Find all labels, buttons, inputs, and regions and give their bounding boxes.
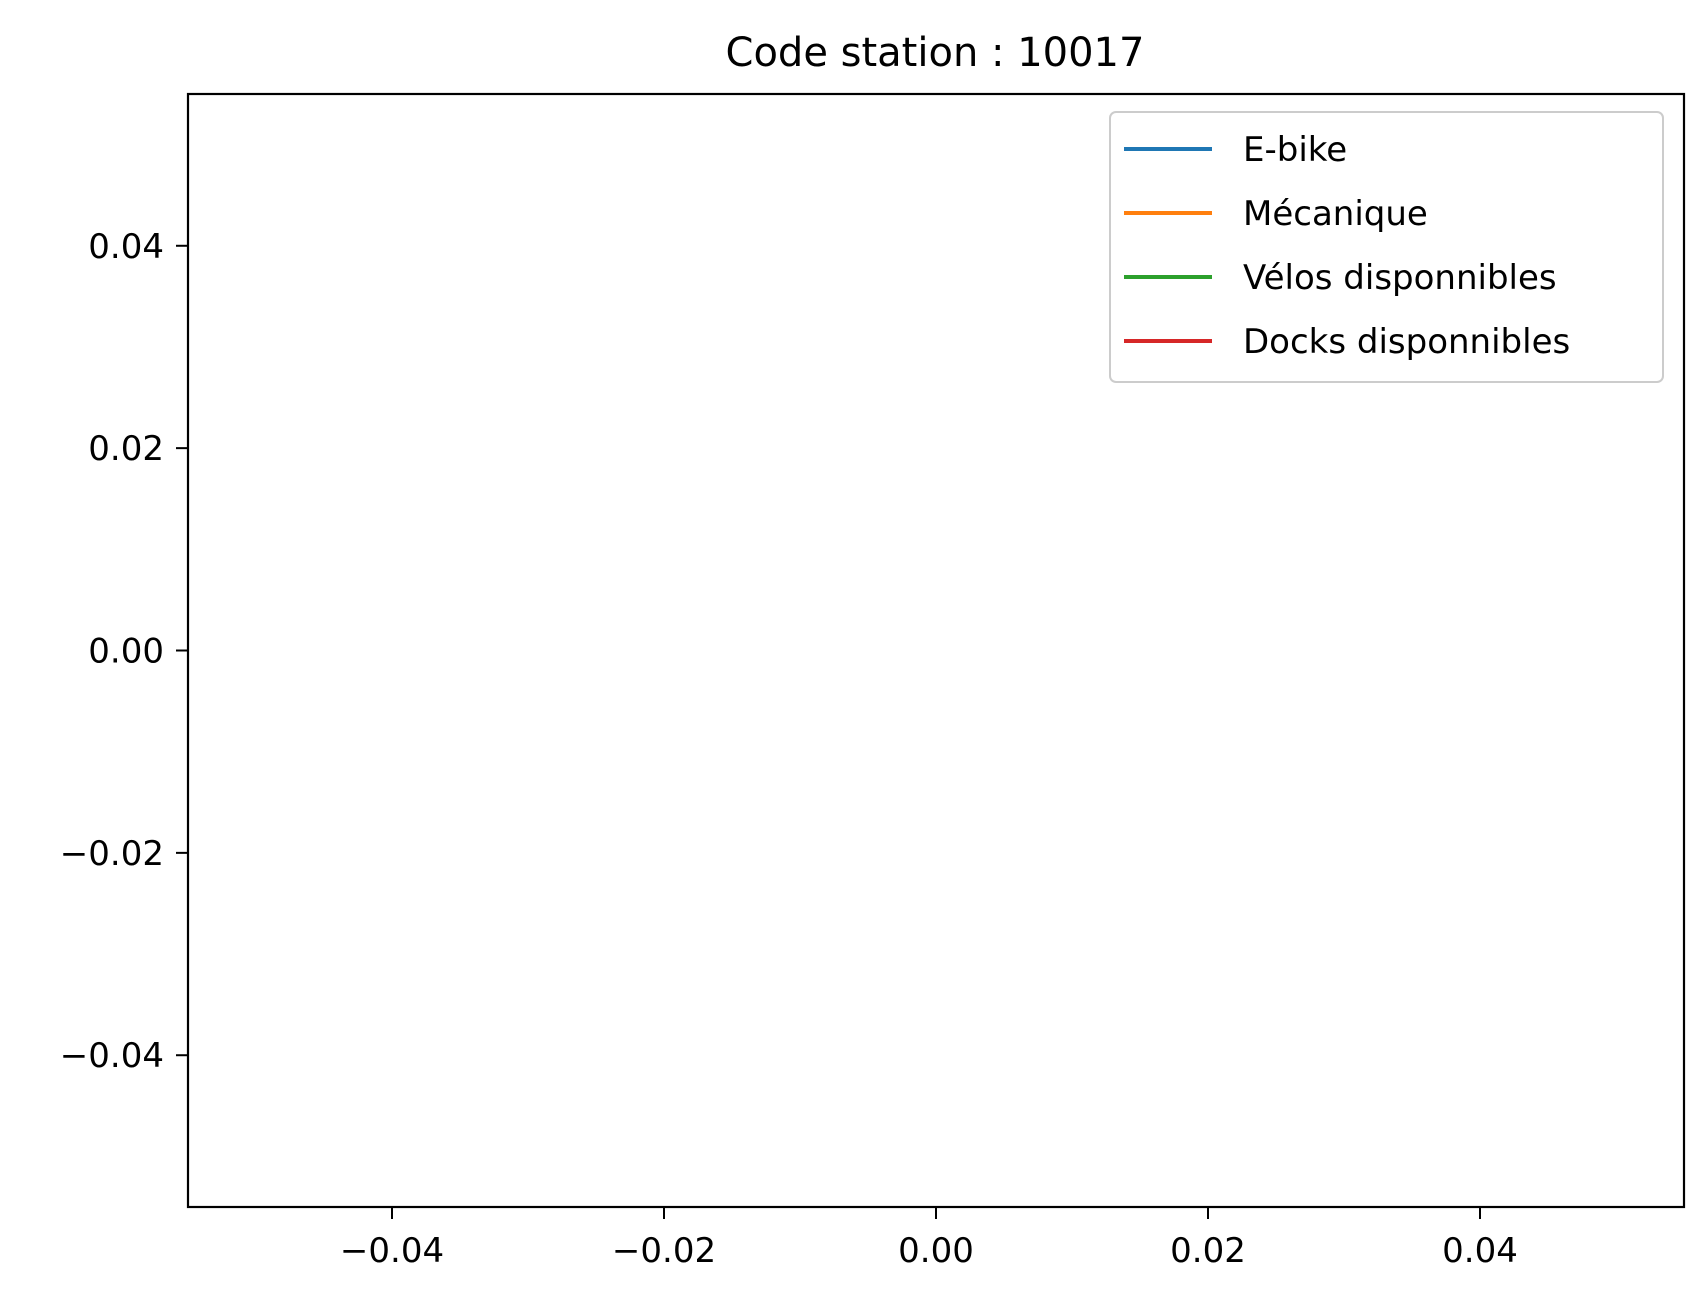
y-axis: 0.04 0.02 0.00 −0.02 −0.04 [60,227,188,1076]
y-tick-label: 0.00 [88,632,164,672]
x-tick-label: −0.02 [612,1231,716,1271]
chart-title: Code station : 10017 [726,30,1145,76]
y-tick-label: 0.02 [88,429,164,469]
x-tick-label: −0.04 [340,1231,444,1271]
legend: E-bike Mécanique Vélos disponnibles Docks d… [1109,111,1664,383]
y-tick-label: −0.02 [60,834,164,874]
x-tick-label: 0.00 [898,1231,974,1271]
legend-label: Mécanique [1243,194,1428,234]
legend-box [1109,111,1664,383]
legend-label: E-bike [1243,130,1347,170]
y-tick-label: −0.04 [60,1036,164,1076]
x-tick-label: 0.04 [1442,1231,1518,1271]
x-axis: −0.04 −0.02 0.00 0.02 0.04 [340,1207,1518,1271]
x-tick-label: 0.02 [1170,1231,1246,1271]
y-tick-label: 0.04 [88,227,164,267]
legend-label: Docks disponnibles [1243,322,1570,362]
legend-label: Vélos disponnibles [1243,258,1557,298]
